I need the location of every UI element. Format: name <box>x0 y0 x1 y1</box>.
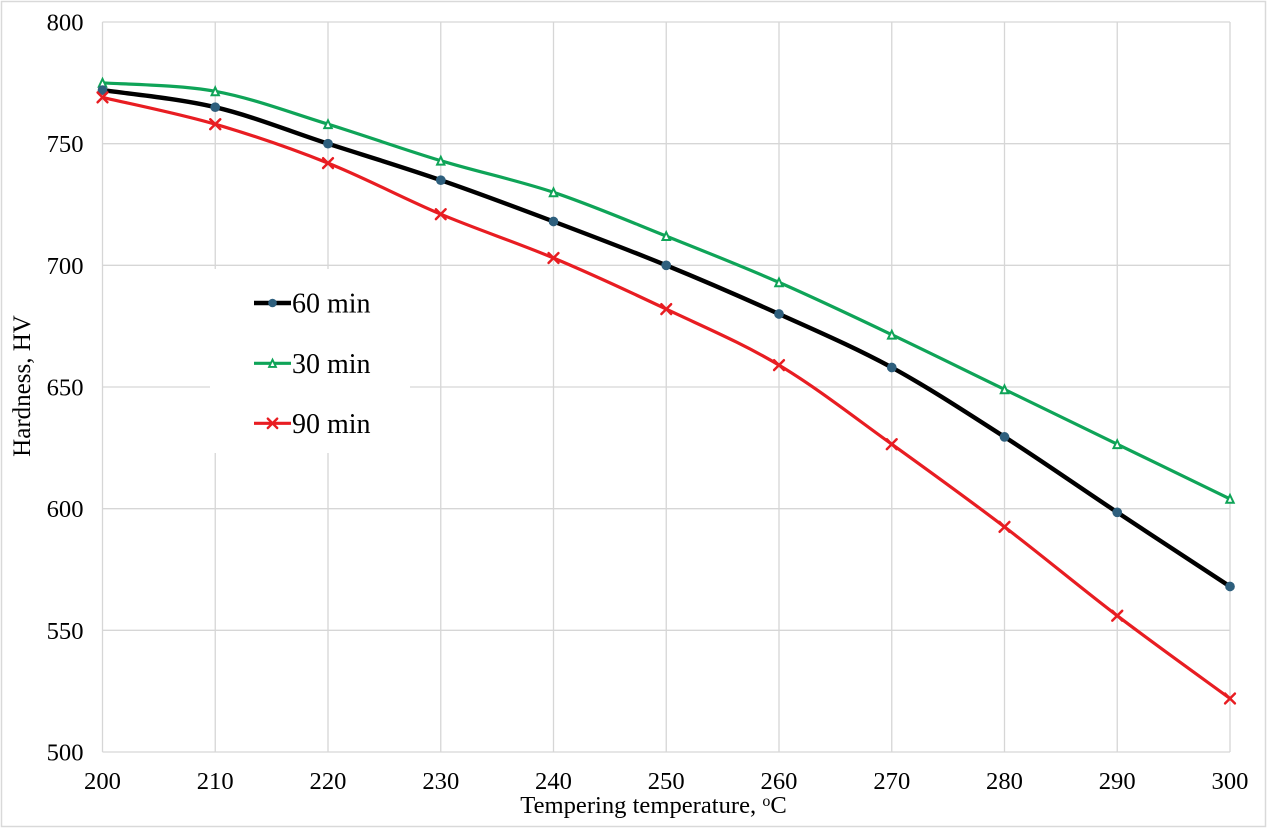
svg-text:200: 200 <box>84 768 121 795</box>
svg-text:290: 290 <box>1099 768 1136 795</box>
svg-text:280: 280 <box>986 768 1023 795</box>
svg-text:Hardness, HV: Hardness, HV <box>9 315 36 457</box>
svg-text:220: 220 <box>310 768 347 795</box>
svg-text:800: 800 <box>47 10 84 37</box>
svg-text:600: 600 <box>47 496 84 523</box>
svg-text:270: 270 <box>873 768 910 795</box>
svg-text:210: 210 <box>197 768 234 795</box>
svg-text:90 min: 90 min <box>292 409 371 440</box>
svg-text:650: 650 <box>47 375 84 402</box>
svg-text:300: 300 <box>1212 768 1249 795</box>
svg-text:60 min: 60 min <box>292 289 371 320</box>
svg-text:550: 550 <box>47 618 84 645</box>
svg-text:750: 750 <box>47 131 84 158</box>
svg-text:250: 250 <box>648 768 685 795</box>
svg-text:240: 240 <box>535 768 572 795</box>
svg-text:30 min: 30 min <box>292 349 371 380</box>
svg-text:700: 700 <box>47 253 84 280</box>
svg-text:500: 500 <box>47 740 84 767</box>
svg-text:230: 230 <box>422 768 459 795</box>
svg-text:Tempering temperature, oC: Tempering temperature, oC <box>520 792 786 819</box>
svg-text:260: 260 <box>761 768 798 795</box>
